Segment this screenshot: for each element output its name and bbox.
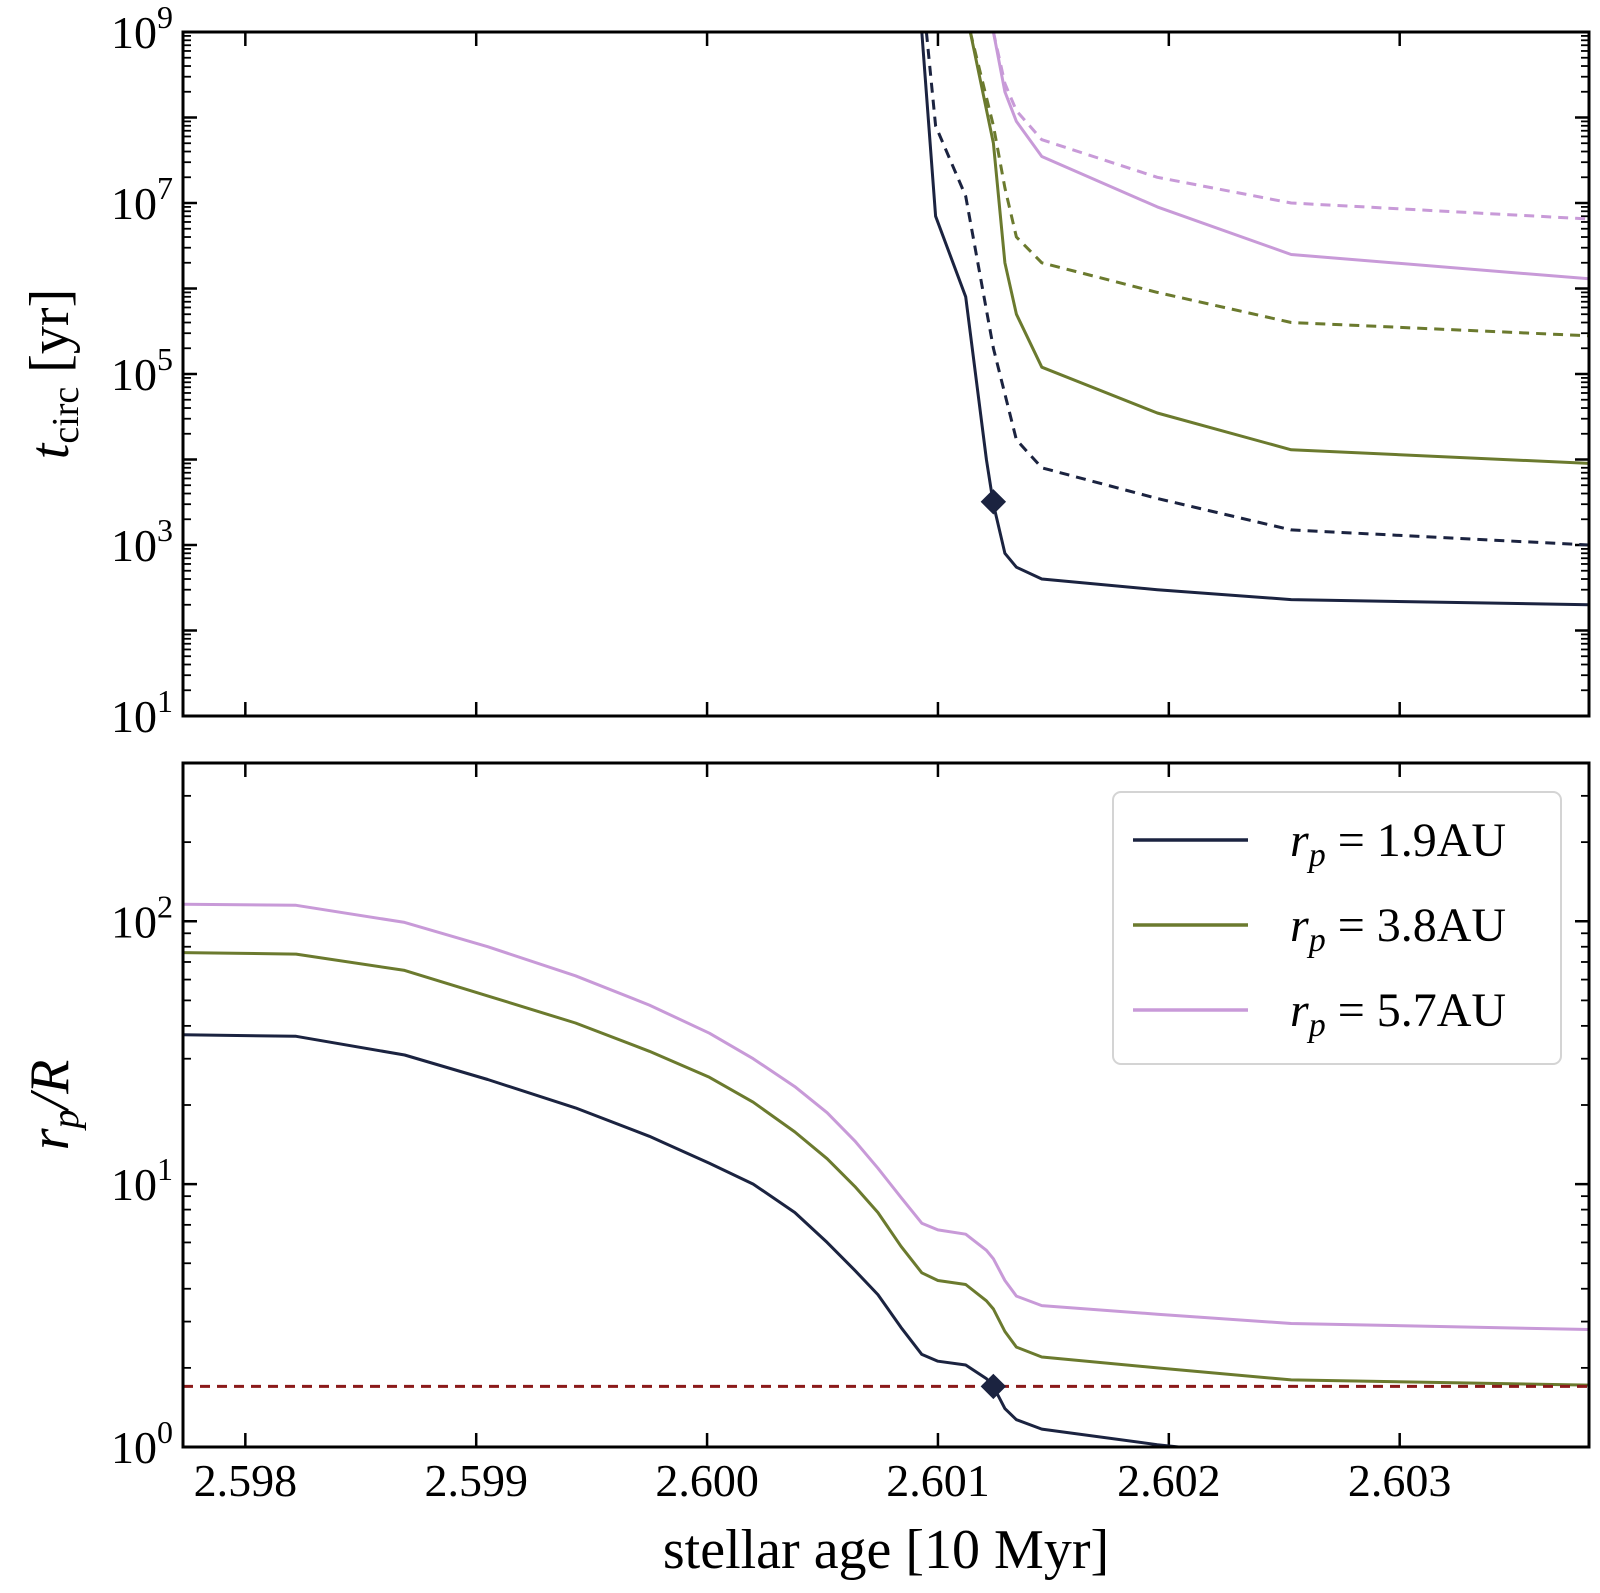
x-tick-label: 2.599 — [424, 1455, 528, 1506]
top-series-line-1 — [924, 32, 1589, 547]
bottom-y-axis-label: rp/R — [19, 1060, 87, 1151]
legend-label: rp = 1.9AU — [1290, 814, 1506, 874]
top-series-line-4 — [991, 32, 1589, 281]
top-series-line-0 — [920, 32, 1589, 607]
top-y-tick-labels: 101 103 105 107 109 — [111, 0, 173, 742]
top-y-tick-label: 109 — [111, 0, 173, 58]
top-y-tick-label: 107 — [111, 170, 173, 229]
top-series-line-2 — [968, 32, 1589, 465]
bottom-series-line-1 — [183, 951, 1589, 1387]
top-series-group — [920, 32, 1589, 607]
x-tick-label: 2.598 — [194, 1455, 298, 1506]
top-y-tick-label: 105 — [111, 341, 173, 400]
top-axes-frame — [181, 30, 1591, 718]
x-tick-label: 2.603 — [1348, 1455, 1452, 1506]
x-tick-label: 2.601 — [886, 1455, 990, 1506]
top-y-tick-label: 101 — [111, 683, 173, 742]
x-tick-label: 2.602 — [1117, 1455, 1221, 1506]
bottom-x-tick-labels: 2.598 2.599 2.600 2.601 2.602 2.603 — [194, 1455, 1452, 1506]
bottom-series-line-0 — [183, 1033, 1193, 1447]
top-y-tick-label: 103 — [111, 512, 173, 571]
bottom-diamond-marker — [980, 1373, 1007, 1400]
legend: rp = 1.9AU rp = 3.8AU rp = 5.7AU — [1112, 791, 1562, 1065]
x-tick-label: 2.600 — [655, 1455, 759, 1506]
legend-label: rp = 3.8AU — [1290, 899, 1506, 959]
top-series-line-3 — [968, 32, 1589, 338]
top-axis-ticks — [183, 30, 1589, 718]
bottom-axes-frame — [181, 761, 1591, 1449]
top-diamond-marker — [980, 489, 1007, 515]
top-series-line-5 — [991, 32, 1589, 221]
legend-frame — [1112, 791, 1562, 1065]
bottom-series-group — [183, 902, 1589, 1447]
bottom-y-tick-label: 101 — [111, 1151, 173, 1210]
bottom-y-tick-label: 102 — [111, 888, 173, 947]
top-panel: 101 103 105 107 109 tcirc [yr] — [19, 0, 1591, 742]
bottom-series-line-2 — [183, 902, 1589, 1331]
top-markers-group — [980, 489, 1007, 515]
bottom-y-tick-label: 100 — [111, 1414, 173, 1473]
top-y-axis-label: tcirc [yr] — [19, 289, 87, 459]
x-axis-label: stellar age [10 Myr] — [663, 1519, 1109, 1581]
bottom-y-tick-labels: 100 101 102 — [111, 888, 173, 1473]
legend-label: rp = 5.7AU — [1290, 984, 1506, 1044]
bottom-panel: 100 101 102 2.598 2.599 2.600 2.601 2.602 2.603… — [19, 761, 1591, 1581]
bottom-markers-group — [980, 1373, 1007, 1400]
